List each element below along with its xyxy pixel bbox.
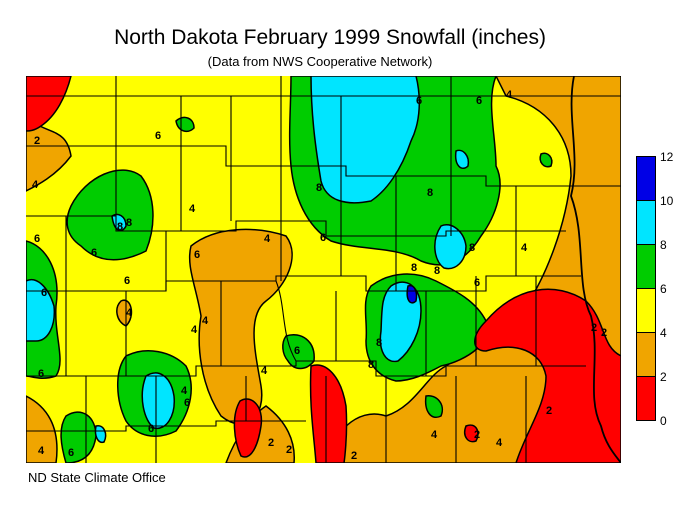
legend-swatch-8-10 [636,200,656,245]
contour-label: 8 [434,265,440,277]
contour-label: 6 [476,95,482,107]
contour-label: 6 [294,345,300,357]
contour-label: 6 [68,447,74,459]
contour-label: 2 [591,322,597,334]
map-title: North Dakota February 1999 Snowfall (inc… [114,26,546,49]
contour-label: 4 [506,89,513,101]
contour-label: 2 [474,429,480,441]
legend-label: 8 [660,238,667,252]
contour-label: 8 [376,337,382,349]
contour-label: 6 [124,275,130,287]
contour-label: 6 [194,249,200,261]
contour-label: 4 [38,445,45,457]
contour-label: 2 [546,405,552,417]
contour-label: 2 [34,135,40,147]
legend-swatch-2-4 [636,332,656,377]
contour-label: 8 [126,217,132,229]
contour-label: 2 [268,437,274,449]
contour-label: 8 [411,262,417,274]
contour-label: 6 [416,95,422,107]
contour-label: 2 [351,450,357,462]
legend-swatch-4-6 [636,288,656,333]
contour-label: 4 [264,233,271,245]
contour-label: 4 [32,179,39,191]
legend-swatch-6-8 [636,244,656,289]
contour-label: 6 [320,232,326,244]
contour-label: 6 [474,277,480,289]
contour-label: 4 [261,365,268,377]
legend-label: 6 [660,282,667,296]
snowfall-map: 2 4 6 8 6 8 4 6 8 6 4 2 6 8 6 4 6 4 8 6 … [26,76,621,463]
credit-text: ND State Climate Office [28,470,166,485]
contour-label: 2 [601,327,607,339]
contour-label: 6 [91,247,97,259]
contour-label: 8 [117,221,123,233]
county-boundaries [26,76,621,463]
contour-label: 4 [189,203,196,215]
band-0-2-regions [26,76,621,463]
legend-label: 10 [660,194,674,208]
contour-label: 6 [38,368,44,380]
contour-label: 4 [521,242,528,254]
contour-label: 4 [181,385,188,397]
contour-label: 8 [316,182,322,194]
contour-label: 4 [496,437,503,449]
contour-label: 6 [148,423,154,435]
band-8-10-regions [26,76,470,444]
legend-swatch-10-12 [636,156,656,201]
contour-label: 6 [34,233,40,245]
contour-label: 4 [202,315,209,327]
snowfall-legend: 12 10 8 6 4 2 0 [636,151,673,427]
legend-label: 2 [660,370,667,384]
band-10-12-region [406,284,418,304]
contour-label: 6 [155,130,161,142]
contour-label: 6 [184,397,190,409]
contour-label: 8 [469,242,475,254]
contour-label: 8 [368,359,374,371]
contour-label: 4 [431,429,438,441]
contour-label: 8 [427,187,433,199]
red-river-boundary [570,76,621,463]
snowfall-map-svg: 2 4 6 8 6 8 4 6 8 6 4 2 6 8 6 4 6 4 8 6 … [26,76,621,463]
contour-label: 6 [41,287,47,299]
contour-labels: 2 4 6 8 6 8 4 6 8 6 4 2 6 8 6 4 6 4 8 6 … [32,89,607,462]
legend-label: 12 [660,150,674,164]
contour-label: 4 [191,324,198,336]
legend-label: 0 [660,414,667,428]
legend-label: 4 [660,326,667,340]
map-subtitle: (Data from NWS Cooperative Network) [207,54,433,69]
contour-label: 2 [286,444,292,456]
contour-label: 4 [126,307,133,319]
legend-swatch-0-2 [636,376,656,421]
